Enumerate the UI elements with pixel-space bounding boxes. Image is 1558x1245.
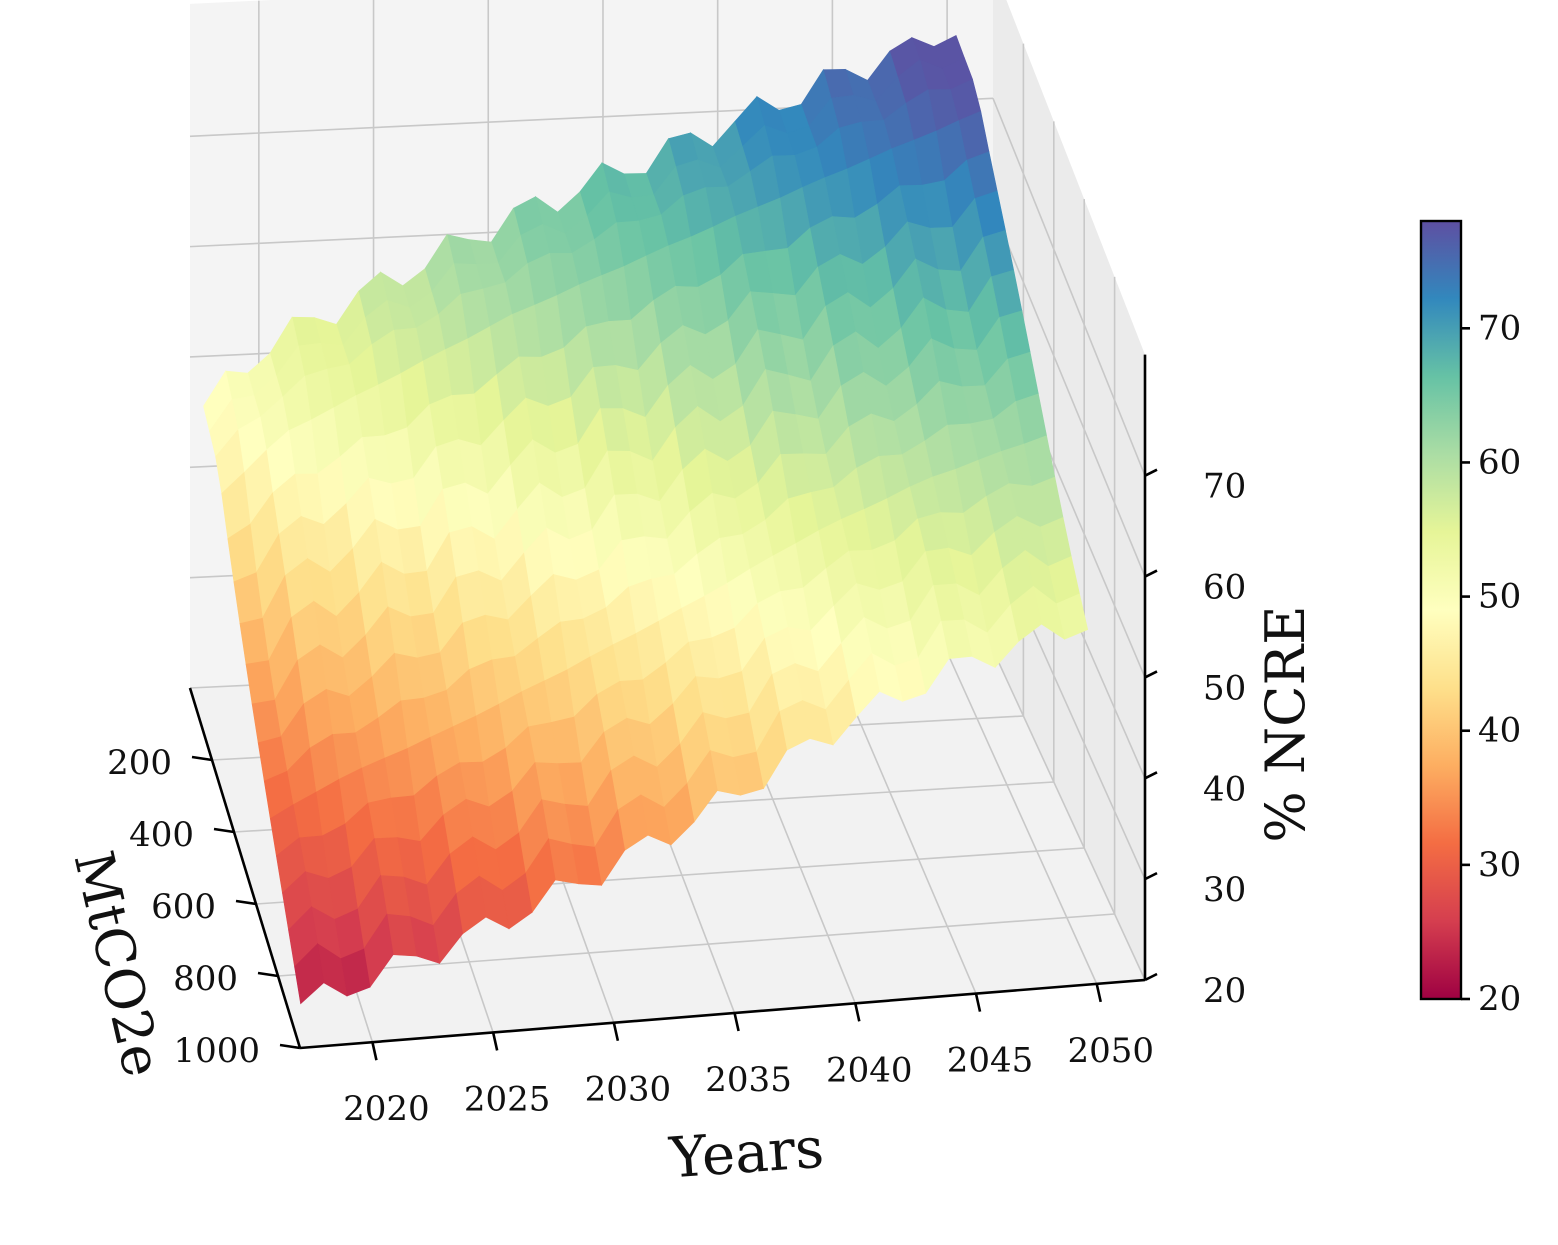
grid-line	[946, 651, 1098, 985]
y-axis-title: MtCO2e	[62, 845, 175, 1082]
colorbar-tick-label: 70	[1478, 308, 1521, 348]
x-tick-mark	[854, 1003, 861, 1022]
y-axis-line	[188, 687, 302, 1049]
y-tick-label: 1000	[173, 1031, 260, 1071]
y-tick-label: 200	[107, 743, 172, 783]
colorbar-tick-label: 30	[1478, 845, 1521, 885]
axes-lines	[188, 354, 1158, 1061]
x-tick-mark	[491, 1032, 499, 1051]
colorbar: 20 30 40 50 60 70	[1419, 219, 1521, 1019]
y-tick-mark	[235, 899, 257, 906]
grid-line	[992, 649, 1146, 981]
z-tick-label: 60	[1203, 568, 1246, 608]
z-tick-mark	[1144, 670, 1158, 679]
x-axis-line	[299, 978, 1146, 1050]
y-tick-label: 600	[151, 887, 216, 927]
tick-labels: 2020 2025 2030 2035 2040 2045 2050200400600800…	[107, 467, 1246, 1129]
z-axis-title: % NCRE	[1254, 605, 1317, 842]
x-tick-label: 2045	[947, 1041, 1034, 1081]
x-tick-mark	[371, 1041, 378, 1061]
y-tick-mark	[213, 827, 235, 834]
z-tick-mark	[1144, 771, 1158, 780]
z-tick-label: 70	[1203, 467, 1246, 507]
x-tick-label: 2040	[826, 1050, 913, 1090]
colorbar-tick-label: 40	[1478, 711, 1521, 751]
z-tick-mark	[1144, 468, 1158, 477]
x-tick-mark	[733, 1012, 740, 1032]
z-tick-label: 40	[1203, 769, 1246, 809]
colorbar-tick-label: 20	[1478, 979, 1521, 1019]
z-tick-mark	[1144, 569, 1158, 578]
z-tick-label: 20	[1203, 971, 1246, 1011]
x-tick-label: 2020	[343, 1089, 430, 1129]
x-tick-mark	[612, 1022, 620, 1042]
surface-mesh	[203, 34, 1089, 1005]
y-tick-mark	[257, 971, 279, 978]
grid-line	[992, 208, 1146, 577]
y-tick-mark	[279, 1043, 301, 1050]
colorbar-gradient	[1419, 219, 1463, 1001]
colorbar-tick-label: 60	[1478, 442, 1521, 482]
x-axis-title: Years	[667, 1116, 826, 1192]
z-tick-mark	[1144, 871, 1158, 881]
grid-line	[277, 913, 1115, 977]
x-tick-mark	[1095, 983, 1102, 1003]
y-tick-label: 400	[129, 815, 194, 855]
y-tick-label: 800	[173, 959, 238, 999]
x-tick-label: 2050	[1067, 1031, 1154, 1071]
x-tick-mark	[974, 993, 982, 1012]
y-tick-mark	[191, 755, 213, 762]
x-tick-label: 2025	[464, 1079, 551, 1119]
side-pane	[993, 0, 1145, 980]
grid-line	[992, 97, 1146, 476]
z-tick-label: 30	[1203, 870, 1246, 910]
x-tick-label: 2030	[585, 1070, 672, 1110]
z-tick-mark	[1144, 972, 1158, 982]
x-tick-label: 2035	[705, 1060, 792, 1100]
colorbar-tick-label: 50	[1478, 577, 1521, 617]
surface-patch	[294, 943, 325, 1005]
z-tick-label: 50	[1203, 668, 1246, 708]
